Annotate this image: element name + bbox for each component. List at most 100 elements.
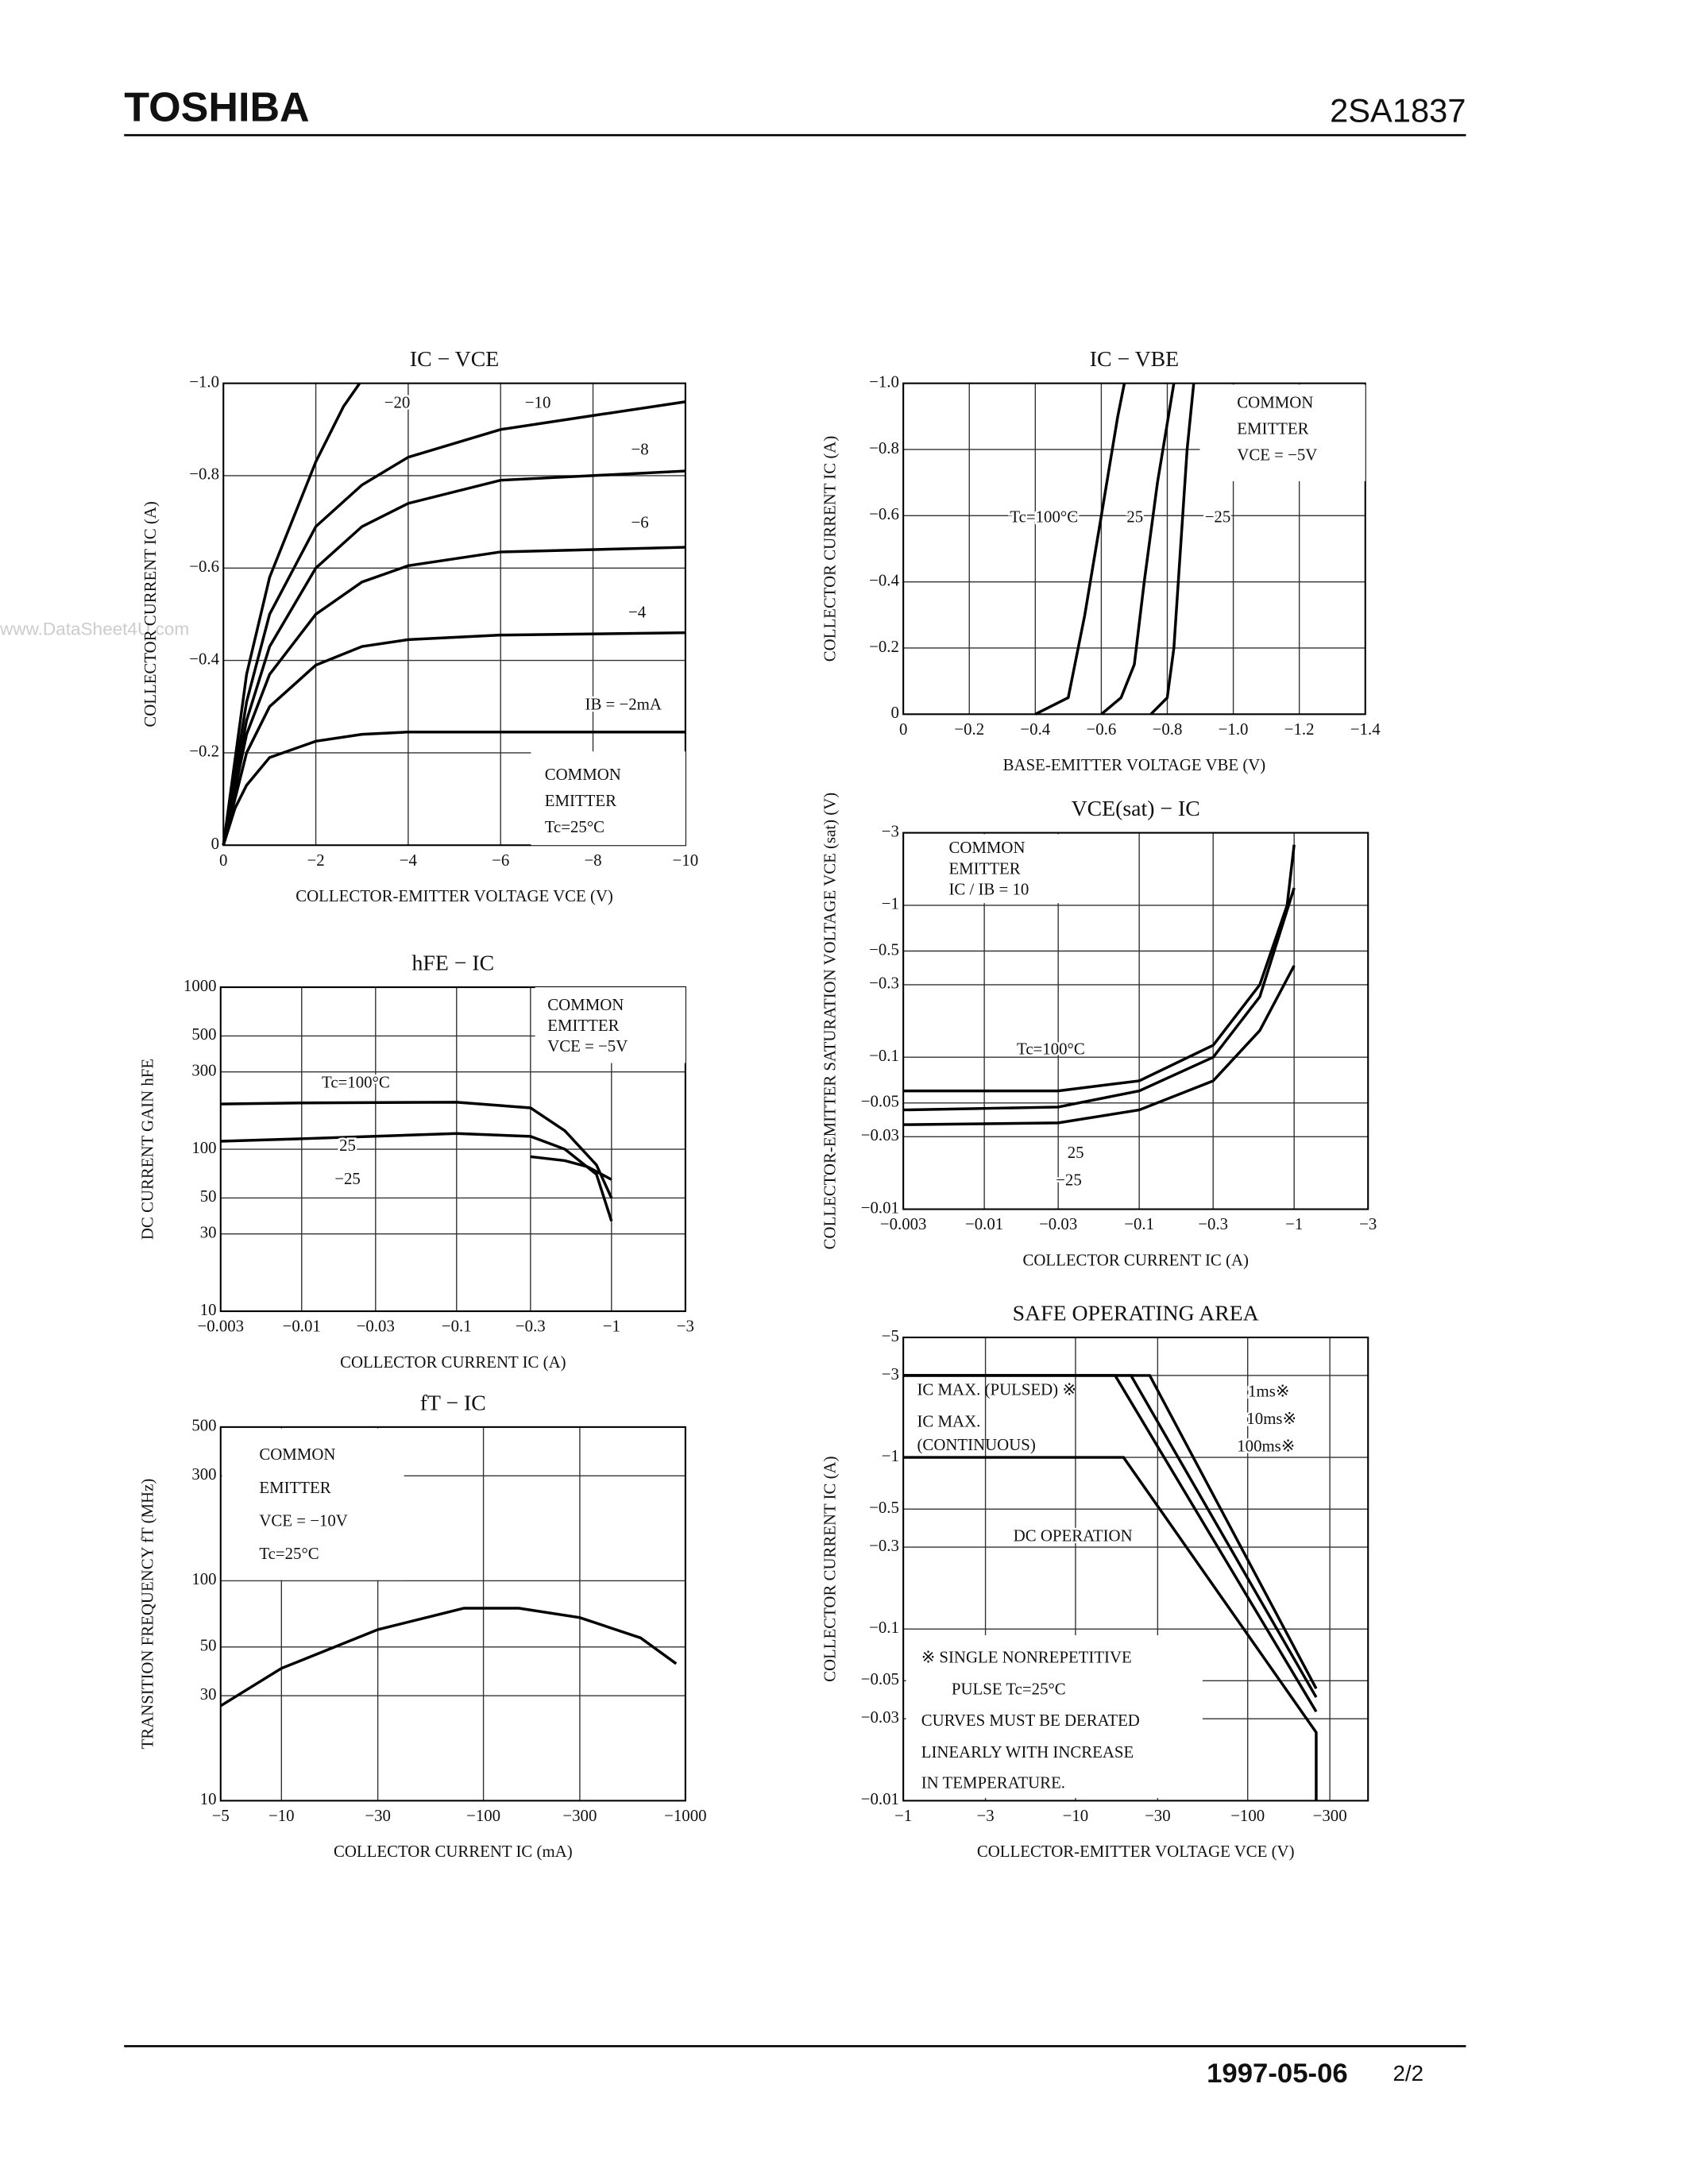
- x-axis-label: COLLECTOR CURRENT IC (A): [1022, 1250, 1249, 1269]
- curve-label: Tc=100°C: [1010, 507, 1078, 527]
- curve-label: −10: [525, 392, 551, 411]
- x-tick-label: −0.003: [197, 1317, 244, 1336]
- curve: [1149, 383, 1196, 716]
- curve-label: 10ms※: [1246, 1409, 1296, 1428]
- annotation: IC MAX. (PULSED) ※: [917, 1380, 1076, 1399]
- curve-label: Tc=100°C: [322, 1072, 390, 1091]
- curve: [903, 887, 1296, 1112]
- y-axis-label: COLLECTOR-EMITTER SATURATION VOLTAGE VCE…: [821, 793, 840, 1250]
- x-tick-label: −30: [1145, 1806, 1171, 1825]
- y-tick-label: −0.05: [861, 1669, 899, 1688]
- annotation: COMMON: [545, 765, 621, 784]
- x-tick-label: −30: [365, 1806, 391, 1825]
- x-tick-label: −10: [1063, 1806, 1089, 1825]
- y-tick-label: −0.4: [869, 570, 899, 589]
- annotation: COMMON: [259, 1445, 335, 1464]
- x-tick-label: −1000: [664, 1806, 706, 1825]
- x-tick-label: −6: [492, 851, 509, 870]
- watermark: www.DataSheet4U.com: [0, 619, 189, 639]
- brand: TOSHIBA: [124, 85, 309, 131]
- curve: [222, 631, 686, 846]
- y-tick-label: 300: [191, 1464, 216, 1484]
- x-tick-label: −0.003: [880, 1214, 927, 1233]
- x-tick-label: −100: [1230, 1806, 1265, 1825]
- annotation: VCE = −5V: [547, 1036, 628, 1055]
- annotation-background: [535, 987, 686, 1063]
- curve-label: −6: [631, 513, 648, 532]
- x-tick-label: −3: [976, 1806, 994, 1825]
- curve: [222, 469, 686, 846]
- y-tick-label: −1.0: [189, 372, 219, 391]
- x-tick-label: −2: [307, 851, 324, 870]
- chart-title: hFE − IC: [412, 951, 495, 976]
- x-tick-label: −0.6: [1087, 720, 1117, 739]
- y-tick-label: 0: [891, 703, 899, 722]
- y-tick-label: 30: [200, 1684, 217, 1704]
- curve-label: −25: [1056, 1171, 1082, 1190]
- chart-title: fT − IC: [420, 1391, 486, 1415]
- chart-title: IC − VCE: [410, 347, 499, 372]
- curve: [222, 546, 686, 846]
- annotation: (CONTINUOUS): [917, 1435, 1036, 1454]
- y-axis-label: COLLECTOR CURRENT IC (A): [821, 436, 840, 662]
- annotation: EMITTER: [259, 1478, 330, 1497]
- x-tick-label: −5: [212, 1806, 230, 1825]
- plot-frame: [219, 1426, 686, 1802]
- y-tick-label: 100: [191, 1569, 216, 1588]
- annotation: EMITTER: [1237, 419, 1308, 438]
- y-tick-label: 1000: [183, 976, 217, 995]
- curve-label: −4: [628, 602, 647, 621]
- curve: [903, 844, 1296, 1093]
- x-axis-label: COLLECTOR CURRENT IC (A): [340, 1352, 566, 1372]
- y-tick-label: −3: [882, 1364, 899, 1383]
- curve-label: 1ms※: [1248, 1381, 1289, 1400]
- annotation-background: [1199, 384, 1365, 481]
- x-tick-label: −0.1: [1124, 1214, 1154, 1233]
- annotation: IN TEMPERATURE.: [921, 1773, 1065, 1792]
- annotation: PULSE Tc=25°C: [952, 1679, 1066, 1698]
- y-tick-label: −0.2: [189, 742, 219, 761]
- footer-date: 1997-05-06: [1207, 2059, 1348, 2089]
- curve: [220, 1132, 613, 1222]
- x-tick-label: −1: [1285, 1214, 1303, 1233]
- x-tick-label: −0.01: [965, 1214, 1003, 1233]
- annotation-background: [531, 751, 686, 846]
- y-tick-label: 500: [191, 1024, 216, 1044]
- y-tick-label: −0.6: [869, 504, 899, 523]
- y-axis-label: COLLECTOR CURRENT IC (A): [821, 1456, 840, 1682]
- x-axis-label: COLLECTOR-EMITTER VOLTAGE VCE (V): [295, 886, 613, 905]
- curve-label: 100ms※: [1237, 1437, 1295, 1456]
- y-axis-label: COLLECTOR CURRENT IC (A): [141, 501, 160, 727]
- annotation: VCE = −5V: [1237, 445, 1317, 464]
- annotation: VCE = −10V: [259, 1511, 347, 1530]
- x-tick-label: −8: [584, 851, 601, 870]
- y-tick-label: 30: [200, 1222, 217, 1241]
- y-tick-label: 10: [200, 1300, 217, 1319]
- chart-title: VCE(sat) − IC: [1072, 797, 1200, 821]
- y-tick-label: −0.03: [861, 1125, 899, 1144]
- y-tick-label: −0.3: [869, 974, 899, 993]
- x-tick-label: −100: [466, 1806, 500, 1825]
- x-tick-label: −0.4: [1020, 720, 1050, 739]
- annotation: IC MAX.: [917, 1411, 981, 1430]
- plot-frame: [219, 986, 686, 1313]
- x-tick-label: −0.03: [357, 1317, 395, 1336]
- y-tick-label: 500: [191, 1416, 216, 1435]
- y-tick-label: −1: [882, 894, 899, 913]
- part-number: 2SA1837: [1330, 91, 1466, 129]
- x-tick-label: −0.03: [1039, 1214, 1077, 1233]
- y-tick-label: 10: [200, 1789, 217, 1808]
- y-axis-label: DC CURRENT GAIN hFE: [137, 1059, 156, 1240]
- curve: [220, 1101, 613, 1199]
- curve-label: −25: [1205, 507, 1231, 527]
- curve-label: DC OPERATION: [1014, 1526, 1133, 1545]
- annotation: IC / IB = 10: [948, 879, 1029, 898]
- x-tick-label: −4: [400, 851, 418, 870]
- annotation: COMMON: [547, 995, 624, 1014]
- annotation-background: [937, 834, 1076, 904]
- curve: [1034, 383, 1126, 716]
- curve: [219, 1607, 678, 1707]
- footer-page: 2/2: [1393, 2061, 1423, 2086]
- y-tick-label: −0.8: [189, 465, 219, 484]
